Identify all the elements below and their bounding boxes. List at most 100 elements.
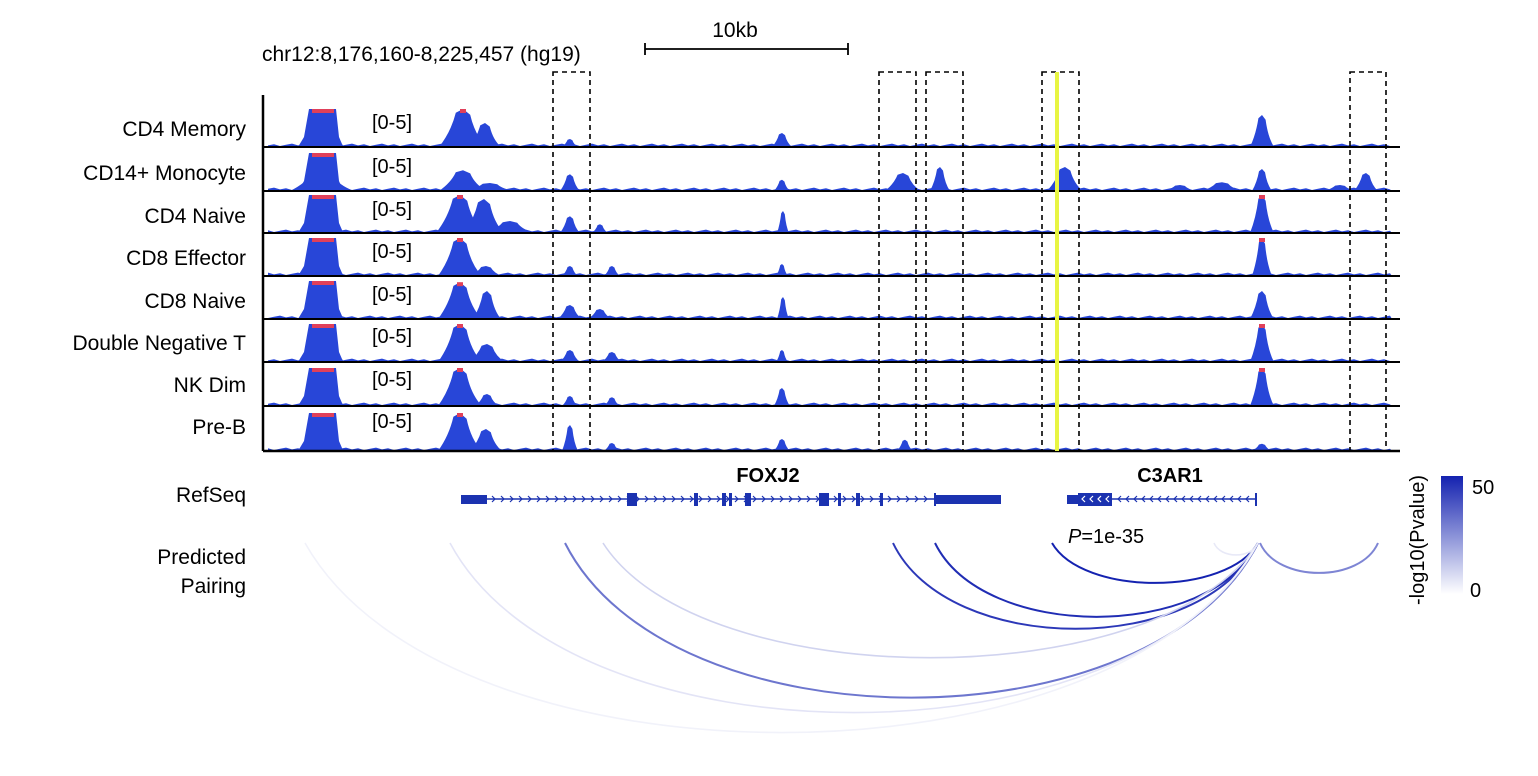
accessibility-track — [268, 368, 1392, 406]
accessibility-track — [268, 238, 1392, 276]
strand-chevron — [1117, 495, 1122, 503]
strand-chevron — [689, 495, 694, 503]
track-range: [0-5] — [372, 284, 412, 306]
accessibility-tracks — [268, 109, 1392, 451]
strand-chevron — [644, 495, 649, 503]
accessibility-track — [268, 281, 1392, 319]
signal-peak — [1250, 324, 1274, 362]
colorbar-gradient — [1441, 476, 1463, 594]
signal-peak — [466, 183, 514, 191]
signal-peak — [438, 368, 482, 406]
saturation-cap — [312, 368, 334, 372]
signal-peak — [1250, 115, 1274, 147]
signal-peak — [1250, 291, 1274, 319]
saturation-cap — [457, 368, 463, 372]
signal-peak — [298, 109, 344, 147]
signal-peak — [560, 350, 580, 362]
strand-chevron — [761, 495, 766, 503]
strand-chevron — [563, 495, 568, 503]
saturation-cap — [312, 238, 334, 242]
strand-chevron — [1181, 495, 1186, 503]
signal-peak — [588, 309, 612, 319]
strand-chevron — [779, 495, 784, 503]
signal-peak — [774, 179, 790, 191]
strand-chevron — [1245, 495, 1250, 503]
signal-peak — [1164, 185, 1196, 191]
track-labels: CD4 Memory CD14+ Monocyte CD4 Naive CD8 … — [72, 118, 246, 439]
pvalue-rest: =1e-35 — [1081, 526, 1144, 548]
signal-peak — [776, 350, 788, 362]
pvalue-italic-p: P — [1068, 526, 1082, 548]
signal-peak — [298, 238, 344, 276]
strand-chevron — [905, 495, 910, 503]
track-label-cd8-naive: CD8 Naive — [144, 290, 246, 313]
signal-peak — [772, 133, 792, 147]
colorbar: 50 0 -log10(Pvalue) — [1407, 475, 1494, 605]
signal-peak — [1252, 169, 1272, 191]
signal-peak — [774, 439, 790, 451]
strand-chevron — [500, 495, 505, 503]
signal-peak — [298, 195, 344, 233]
refseq-label: RefSeq — [176, 484, 246, 507]
signal-peak — [475, 394, 499, 406]
pairing-arc — [602, 542, 1259, 659]
saturation-cap — [1259, 238, 1265, 242]
track-label-cd4-memory: CD4 Memory — [122, 118, 246, 141]
strand-chevron — [1125, 495, 1130, 503]
strand-chevron — [581, 495, 586, 503]
saturation-cap — [1259, 324, 1265, 328]
strand-chevron — [914, 495, 919, 503]
pairing-label-line1: Predicted — [157, 546, 246, 569]
strand-chevron — [923, 495, 928, 503]
strand-chevron — [1197, 495, 1202, 503]
accessibility-track — [268, 153, 1392, 191]
strand-chevron — [770, 495, 775, 503]
pairing-label-line2: Pairing — [181, 575, 246, 598]
signal-peak — [438, 413, 482, 451]
strand-chevron — [1133, 495, 1138, 503]
strand-chevron — [545, 495, 550, 503]
pairing-arc — [934, 542, 1259, 618]
track-axes — [261, 95, 1400, 453]
strand-chevron — [743, 495, 748, 503]
saturation-cap — [457, 413, 463, 417]
track-label-cd14-monocyte: CD14+ Monocyte — [83, 162, 246, 185]
signal-peak — [1354, 173, 1378, 191]
strand-chevron — [878, 495, 883, 503]
signal-peak — [438, 324, 482, 362]
track-label-nk-dim: NK Dim — [174, 374, 246, 397]
track-range: [0-5] — [372, 241, 412, 263]
signal-peak — [469, 123, 501, 147]
highlight-box — [1041, 71, 1080, 452]
signal-peak — [1250, 368, 1274, 406]
signal-peak — [604, 443, 620, 451]
signal-peak — [560, 174, 580, 191]
pairing-arc — [1051, 542, 1259, 584]
track-range: [0-5] — [372, 112, 412, 134]
strand-chevron — [1237, 495, 1242, 503]
strand-chevron — [788, 495, 793, 503]
pairing-pvalue-annotation: P=1e-35 — [1068, 526, 1144, 548]
scale-bar-label: 10kb — [712, 19, 758, 42]
strand-chevron — [824, 495, 829, 503]
strand-chevron — [608, 495, 613, 503]
strand-chevron — [716, 495, 721, 503]
signal-peak — [1047, 167, 1083, 191]
strand-chevron — [1221, 495, 1226, 503]
signal-peak — [439, 170, 487, 191]
signal-peak — [562, 425, 578, 451]
saturation-cap — [460, 109, 466, 113]
signal-peak — [776, 264, 788, 276]
gene-model-c3ar1 — [1067, 493, 1257, 506]
variant-highlight-line — [1055, 72, 1059, 451]
strand-chevron — [1141, 495, 1146, 503]
signal-peak — [558, 305, 582, 319]
pairing-arc — [449, 542, 1259, 714]
signal-peak — [777, 211, 789, 233]
strand-chevron — [1157, 495, 1162, 503]
signal-peak — [298, 324, 344, 362]
gene-label-foxj2: FOXJ2 — [736, 465, 799, 487]
scale-bar: 10kb — [644, 19, 849, 55]
pairing-arcs — [304, 542, 1379, 734]
